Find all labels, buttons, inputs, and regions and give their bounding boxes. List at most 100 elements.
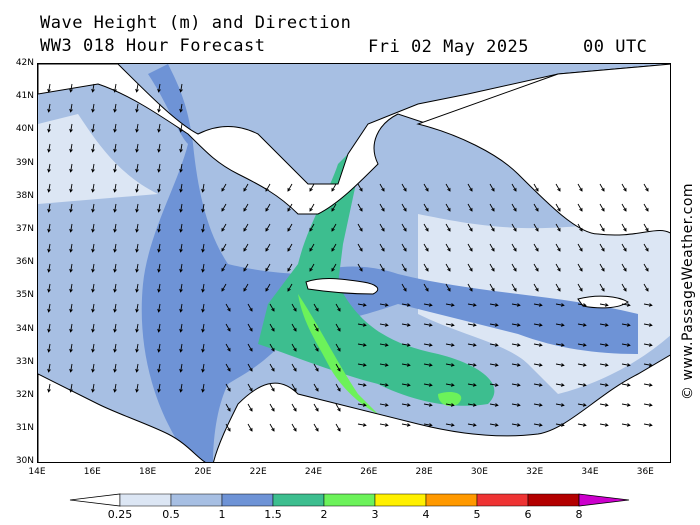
wave-arrow <box>643 303 652 306</box>
wave-arrow <box>48 263 51 272</box>
wave-arrow-head <box>331 247 335 252</box>
wave-arrow-head <box>47 148 51 153</box>
wave-arrow-head <box>47 188 51 193</box>
wave-arrow <box>599 203 605 212</box>
wave-arrow-head <box>450 363 455 367</box>
wave-arrow <box>621 243 627 252</box>
wave-arrow <box>511 343 520 346</box>
wave-arrow <box>48 123 51 132</box>
wave-arrow-head <box>623 267 627 272</box>
wave-arrow-head <box>469 267 473 272</box>
wave-arrow <box>423 283 429 292</box>
wave-arrow <box>92 343 95 352</box>
wave-arrow-head <box>601 267 605 272</box>
lat-tick-label: 35N <box>15 290 34 301</box>
wave-arrow <box>335 303 341 312</box>
wave-arrow-head <box>201 188 205 193</box>
wave-arrow-head <box>582 343 587 347</box>
wave-arrow-head <box>201 368 205 373</box>
wave-arrow-head <box>293 387 297 392</box>
wave-arrow <box>331 183 337 192</box>
wave-arrow <box>599 343 608 346</box>
wave-arrow <box>114 263 117 272</box>
wave-arrow <box>331 243 337 252</box>
wave-map <box>37 63 671 463</box>
wave-arrow-head <box>47 388 51 393</box>
wave-arrow <box>221 223 227 232</box>
wave-arrow <box>48 303 51 312</box>
wave-arrow <box>92 243 95 252</box>
wave-arrow-head <box>406 343 411 347</box>
wave-arrow <box>533 423 542 426</box>
lat-tick-label: 34N <box>15 323 34 334</box>
wave-arrow-head <box>293 347 297 352</box>
wave-arrow-head <box>243 207 247 212</box>
wave-arrow <box>202 223 205 232</box>
wave-arrow-head <box>91 268 95 273</box>
wave-arrow <box>401 243 407 252</box>
wave-arrow <box>577 423 586 426</box>
wave-arrow <box>269 423 275 432</box>
wave-arrow-head <box>626 383 631 387</box>
wave-arrow <box>92 323 95 332</box>
wave-arrow-head <box>201 388 205 393</box>
wave-arrow-head <box>557 247 561 252</box>
wave-arrow <box>643 363 652 366</box>
wave-arrow <box>599 383 608 386</box>
wave-arrow <box>92 123 95 132</box>
wave-arrow-head <box>271 307 275 312</box>
wave-arrow <box>180 363 183 372</box>
wave-arrow-head <box>293 307 297 312</box>
wave-arrow-head <box>69 308 73 313</box>
wave-arrow-head <box>472 363 477 367</box>
wave-arrow <box>555 383 564 386</box>
wave-arrow-head <box>91 308 95 313</box>
wave-arrow-head <box>557 287 561 292</box>
wave-arrow-head <box>469 227 473 232</box>
wave-arrow-head <box>645 247 649 252</box>
wave-arrow <box>643 343 652 346</box>
forecast-time: 00 UTC <box>583 37 648 57</box>
wave-arrow-head <box>384 323 389 327</box>
wave-arrow-head <box>516 363 521 367</box>
wave-arrow-head <box>494 323 499 327</box>
wave-arrow <box>401 283 407 292</box>
wave-arrow <box>599 323 608 326</box>
legend-label: 6 <box>524 508 532 521</box>
wave-arrow-head <box>626 403 631 407</box>
wave-arrow <box>467 263 473 272</box>
wave-arrow <box>489 303 498 306</box>
wave-arrow-head <box>47 88 51 93</box>
wave-arrow-head <box>157 108 161 113</box>
wave-arrow <box>287 263 293 272</box>
wave-arrow <box>467 363 476 366</box>
wave-arrow-head <box>472 323 477 327</box>
legend-label: 5 <box>473 508 481 521</box>
wave-arrow <box>489 343 498 346</box>
wave-arrow <box>423 383 432 386</box>
wave-arrow-head <box>579 247 583 252</box>
wave-arrow <box>114 163 117 172</box>
wave-arrow-head <box>516 403 521 407</box>
wave-arrow <box>621 223 627 232</box>
wave-arrow-head <box>271 387 275 392</box>
wave-arrow <box>92 103 95 112</box>
wave-arrow-head <box>604 383 609 387</box>
wave-arrow <box>555 323 564 326</box>
wave-arrow-head <box>315 407 319 412</box>
wave-arrow-head <box>557 187 561 192</box>
wave-arrow <box>423 203 429 212</box>
wave-arrow-head <box>469 207 473 212</box>
wave-arrow <box>599 363 608 366</box>
wave-arrow <box>577 343 586 346</box>
wave-arrow <box>599 403 608 406</box>
wave-arrow-head <box>604 343 609 347</box>
wave-arrow <box>533 383 542 386</box>
wave-arrow-head <box>362 403 367 407</box>
wave-arrow <box>291 343 297 352</box>
wave-arrow <box>158 123 161 132</box>
wave-arrow-head <box>201 328 205 333</box>
wave-arrow <box>511 323 520 326</box>
wave-arrow-head <box>91 348 95 353</box>
wave-arrow-head <box>359 187 363 192</box>
